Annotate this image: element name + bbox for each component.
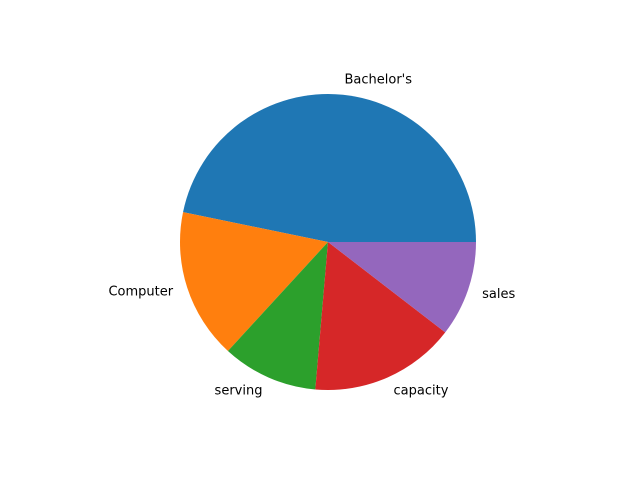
pie-label-sales: sales [482,287,515,302]
pie-label-capacity: capacity [394,384,449,399]
pie-label-computer: Computer [108,285,173,300]
pie-label-bachelor-s: Bachelor's [345,73,413,88]
pie-label-serving: serving [215,384,263,399]
pie-slices [180,94,476,390]
pie-slice-bachelor-s [183,94,476,242]
